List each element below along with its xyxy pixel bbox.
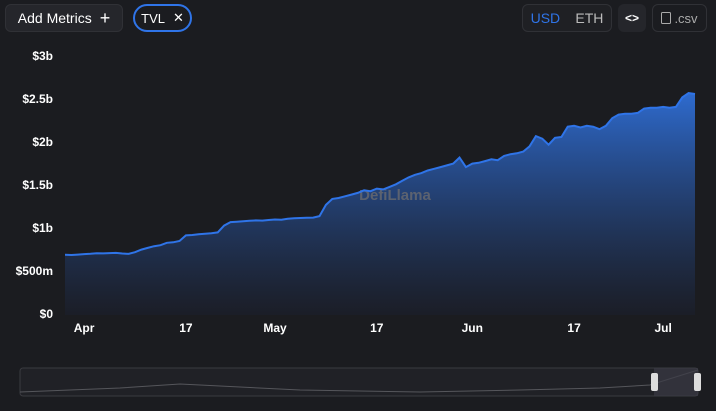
x-tick-label: Apr [74,321,95,335]
add-metrics-button[interactable]: Add Metrics + [5,4,123,32]
plus-icon: + [99,7,111,28]
metric-chip[interactable]: TVL ✕ [133,4,192,32]
line [64,92,696,257]
file-icon [661,12,672,24]
x-tick-label: May [263,321,287,335]
add-metrics-label: Add Metrics [17,10,92,26]
navigator-handle[interactable] [694,373,701,391]
metric-label: TVL [141,10,165,26]
navigator-handle[interactable] [651,373,658,391]
navigator-line [19,369,699,393]
y-tick-label: $2.5b [22,92,53,106]
currency-eth[interactable]: ETH [575,10,604,26]
currency-toggle: USD ETH [522,4,612,32]
x-tick-label: 17 [567,321,581,335]
range-navigator[interactable] [19,367,699,397]
x-tick-label: 17 [370,321,384,335]
y-tick-label: $1b [32,221,53,235]
embed-button[interactable]: <> [618,4,646,32]
y-tick-label: $0 [40,307,54,321]
x-tick-label: Jun [462,321,483,335]
watermark: DefiLlama [359,187,431,204]
navigator-selection[interactable] [654,368,698,396]
y-tick-label: $3b [32,49,53,63]
close-icon: ✕ [172,10,184,25]
area [65,93,695,315]
y-tick-label: $1.5b [22,178,53,192]
x-tick-label: 17 [179,321,193,335]
y-tick-label: $500m [16,264,53,278]
csv-button[interactable]: .csv [652,4,707,32]
y-tick-label: $2b [32,135,53,149]
x-tick-label: Jul [655,321,672,335]
csv-label: .csv [674,10,698,26]
currency-usd[interactable]: USD [530,10,561,26]
